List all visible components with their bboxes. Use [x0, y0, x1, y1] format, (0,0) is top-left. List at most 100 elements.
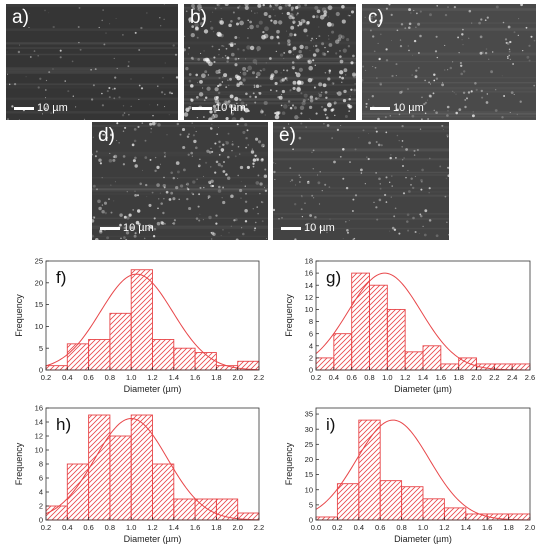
panel-label: f) — [56, 268, 66, 287]
histogram-i: 0.0 0.2 0.4 0.6 0.8 1.0 1.2 1.4 1.6 1.8 2.0 0 5 10 15 2… — [270, 397, 541, 550]
histogram-bar — [109, 312, 132, 371]
histogram-bar — [315, 516, 338, 521]
y-axis-label: Frequency — [14, 294, 24, 337]
histogram-bar — [440, 363, 460, 371]
x-tick-label: 1.8 — [211, 373, 221, 382]
x-tick-label: 2.0 — [471, 373, 481, 382]
x-tick-label: 0.4 — [354, 523, 364, 532]
x-tick-label: 0.8 — [396, 523, 406, 532]
x-tick-label: 1.6 — [482, 523, 492, 532]
x-tick-label: 0.6 — [346, 373, 356, 382]
histogram-bar — [152, 339, 175, 371]
y-tick-label: 0 — [39, 516, 43, 525]
y-tick-label: 2 — [39, 502, 43, 511]
histogram-g: 0.2 0.4 0.6 0.8 1.0 1.2 1.4 1.6 1.8 2.0 2.2 2.4 2.6 0… — [270, 250, 541, 400]
x-tick-label: 0.2 — [41, 523, 51, 532]
histogram-bar — [336, 483, 360, 521]
y-tick-label: 16 — [35, 404, 43, 413]
histogram-bar — [333, 333, 353, 371]
y-tick-label: 14 — [305, 281, 313, 290]
x-tick-label: 0.6 — [375, 523, 385, 532]
y-tick-label: 8 — [39, 460, 43, 469]
histogram-bar — [88, 414, 111, 521]
histogram-bar — [66, 463, 90, 521]
x-tick-label: 0.6 — [83, 523, 93, 532]
x-tick-label: 1.4 — [418, 373, 428, 382]
y-axis-label: Frequency — [284, 294, 294, 337]
y-tick-label: 14 — [35, 418, 43, 427]
histogram-bar — [511, 363, 531, 371]
y-tick-label: 4 — [309, 341, 313, 350]
micrograph-d: d) 10 µm — [92, 122, 268, 240]
histogram-bar — [152, 463, 175, 521]
x-tick-label: 0.0 — [311, 523, 321, 532]
x-axis-label: Diameter (µm) — [394, 534, 452, 544]
scale-bar-line — [281, 226, 301, 230]
x-tick-label: 2.0 — [232, 373, 242, 382]
y-tick-label: 0 — [309, 366, 313, 375]
y-tick-label: 20 — [305, 455, 313, 464]
histogram-h: 0.2 0.4 0.6 0.8 1.0 1.2 1.4 1.6 1.8 2.0 2.2 0 2 4 6 8 10… — [0, 397, 270, 550]
histogram-bar — [369, 284, 388, 371]
scale-bar-label: 10 µm — [215, 102, 246, 114]
x-tick-label: 0.4 — [62, 523, 72, 532]
x-tick-label: 1.4 — [461, 523, 471, 532]
x-tick-label: 2.2 — [254, 373, 264, 382]
panel-label: g) — [326, 268, 341, 287]
y-tick-label: 12 — [35, 432, 43, 441]
x-tick-label: 1.4 — [169, 523, 179, 532]
scale-bar: 10 µm — [14, 102, 68, 114]
histogram-bar — [422, 498, 445, 521]
panel-label: a) — [12, 7, 29, 28]
histogram-bar — [315, 357, 335, 371]
x-tick-label: 0.4 — [329, 373, 339, 382]
x-tick-label: 1.2 — [400, 373, 410, 382]
y-tick-label: 6 — [309, 329, 313, 338]
x-axis-label: Diameter (µm) — [124, 534, 182, 544]
micrograph-texture — [362, 4, 536, 120]
x-tick-label: 1.0 — [126, 523, 136, 532]
x-tick-label: 1.2 — [147, 373, 157, 382]
micrograph-texture — [184, 4, 356, 120]
x-tick-label: 2.6 — [525, 373, 535, 382]
scale-bar: 10 µm — [192, 102, 246, 114]
y-tick-label: 6 — [39, 474, 43, 483]
y-tick-label: 0 — [39, 366, 43, 375]
micrograph-texture — [6, 4, 178, 120]
micrograph-a: a) 10 µm — [6, 4, 178, 120]
scale-bar-label: 10 µm — [304, 222, 335, 234]
fit-curve — [45, 273, 260, 371]
histogram-bar — [130, 269, 153, 371]
histogram-bar — [443, 507, 467, 521]
scale-bar-label: 10 µm — [123, 222, 154, 234]
histogram-bar — [379, 480, 403, 521]
scale-bar-label: 10 µm — [393, 102, 424, 114]
micrograph-e: e) 10 µm — [273, 122, 449, 240]
x-tick-label: 1.0 — [382, 373, 392, 382]
micrograph-c: c) 10 µm — [362, 4, 536, 120]
x-tick-label: 2.0 — [525, 523, 535, 532]
x-tick-label: 1.6 — [436, 373, 446, 382]
panel-label: e) — [279, 125, 296, 146]
y-tick-label: 10 — [305, 485, 313, 494]
scale-bar-line — [192, 106, 212, 110]
histogram-bar — [88, 339, 111, 371]
x-tick-label: 2.2 — [489, 373, 499, 382]
scale-bar: 10 µm — [281, 222, 335, 234]
y-tick-label: 15 — [35, 300, 43, 309]
histogram-bar — [109, 435, 132, 521]
x-tick-label: 0.2 — [332, 523, 342, 532]
micrograph-b: b) 10 µm — [184, 4, 356, 120]
histogram-bar — [66, 343, 90, 371]
x-tick-label: 2.2 — [254, 523, 264, 532]
x-tick-label: 0.8 — [105, 523, 115, 532]
y-tick-label: 15 — [305, 470, 313, 479]
scale-bar: 10 µm — [100, 222, 154, 234]
y-tick-label: 2 — [309, 353, 313, 362]
panel-label: i) — [326, 415, 335, 434]
y-tick-label: 5 — [309, 500, 313, 509]
scale-bar-line — [14, 106, 34, 110]
histogram-bar — [465, 513, 488, 521]
x-tick-label: 1.4 — [169, 373, 179, 382]
fit-curve — [45, 417, 260, 521]
